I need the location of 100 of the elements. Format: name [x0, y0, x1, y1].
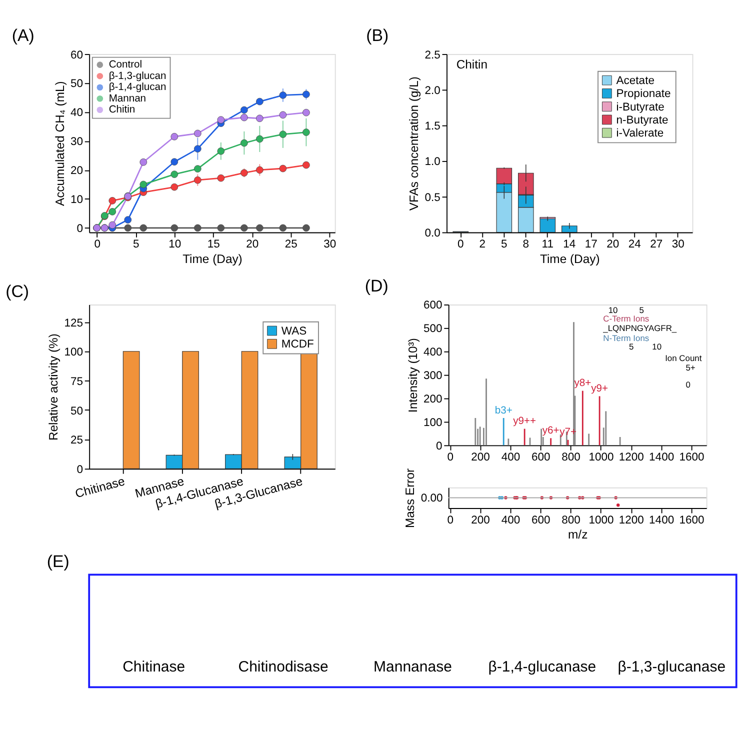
y-tick-label: 0 [436, 440, 442, 452]
chart-title: (D) [364, 276, 388, 296]
x-tick-label: 14 [563, 238, 576, 251]
text: (E) [46, 552, 70, 572]
chart-title: (A) [12, 26, 34, 45]
legend-label: β-1,4-glucan [108, 82, 167, 94]
annotation: y6+ [542, 425, 560, 436]
x-tick-label: 15 [207, 238, 220, 251]
annotation: N-Term Ions [603, 333, 650, 344]
text: Chitinase [122, 658, 186, 676]
y-tick-label: 50 [70, 78, 84, 90]
x-tick-label: 25 [284, 238, 298, 251]
legend-label: i-Butyrate [616, 101, 664, 114]
x-tick-label: 1600 [679, 452, 704, 464]
x-tick-label: 1600 [679, 514, 704, 527]
y-tick-label: 25 [70, 434, 84, 447]
legend-label: Control [108, 60, 142, 71]
legend-label: MCDF [281, 338, 314, 351]
x-tick-label: 30 [672, 238, 684, 251]
text: β-1,3-glucanase [618, 658, 726, 676]
y-tick-label: 0.0 [424, 227, 440, 240]
y-tick-label: 40 [70, 107, 84, 120]
x-tick-label: 17 [584, 238, 598, 251]
x-tick-label: 30 [324, 238, 336, 251]
x-tick-label: 200 [471, 452, 490, 464]
annotation: 10 [652, 342, 662, 352]
x-tick-label: 10 [168, 238, 182, 251]
y-tick-label: 200 [424, 394, 442, 406]
y-tick-label: 0 [76, 223, 84, 236]
x-tick-label: 5 [501, 238, 508, 251]
y-tick-label: 600 [424, 300, 442, 312]
chart-title: (C) [6, 282, 30, 301]
y-tick-label: 100 [424, 416, 442, 429]
legend-label: β-1,3-glucan [108, 70, 167, 82]
annotation: 5+ [686, 362, 696, 373]
x-axis-title: Time (Day) [540, 252, 600, 266]
y-tick-label: 2.0 [424, 84, 440, 97]
y-tick-label: 100 [64, 346, 84, 359]
x-tick-label: 1000 [588, 514, 614, 527]
annotation: y7+ [560, 427, 576, 438]
x-tick-label: 20 [246, 238, 259, 251]
y-tick-label: 500 [424, 323, 442, 336]
x-tick-label: 1200 [618, 514, 644, 527]
y-tick-label: 0.5 [424, 192, 440, 204]
y-tick-label: 1.0 [424, 156, 440, 168]
legend-label: Propionate [616, 88, 671, 100]
legend-label: n-Butyrate [616, 114, 668, 126]
y-axis-title: Mass Error [403, 468, 418, 528]
y-axis-title: VFAs concentration (g/L) [407, 76, 422, 211]
chart-title: (B) [366, 26, 389, 45]
y-tick-label: 30 [70, 136, 84, 148]
legend-label: Mannan [108, 93, 146, 104]
text: Chitinodisase [238, 658, 328, 676]
x-tick-label: 11 [542, 238, 554, 251]
x-tick-label: 600 [531, 452, 550, 464]
text: 0.00 [420, 492, 443, 504]
x-tick-label: 1400 [649, 452, 674, 464]
y-tick-label: 1.5 [424, 120, 440, 133]
y-tick-label: 50 [70, 405, 84, 418]
x-axis-title: m/z [568, 528, 588, 542]
legend-label: Acetate [616, 75, 654, 88]
legend-label: i-Valerate [616, 128, 664, 140]
x-tick-label: 1200 [618, 452, 644, 464]
y-tick-label: 0 [76, 464, 84, 476]
x-tick-label: 400 [501, 514, 520, 527]
x-tick-label: 0 [447, 514, 454, 527]
x-tick-label: 1000 [588, 452, 614, 464]
x-tick-label: 800 [562, 514, 580, 527]
annotation: y8+ [574, 378, 592, 390]
y-axis-title: Accumulated CH₄ (mL) [52, 81, 67, 206]
x-tick-label: 0 [447, 452, 454, 464]
x-tick-label: Chitinase [74, 474, 127, 501]
x-tick-label: 800 [562, 452, 580, 464]
y-tick-label: 75 [70, 376, 84, 388]
annotation: 0 [686, 380, 691, 390]
x-tick-label: 24 [628, 238, 641, 251]
annotation: Ion Count [665, 352, 702, 363]
y-tick-label: 60 [70, 49, 84, 62]
y-tick-label: 10 [70, 194, 84, 206]
annotation: 5 [628, 342, 634, 352]
x-tick-label: 0 [458, 238, 464, 251]
annotation: y9+ [591, 384, 608, 395]
x-tick-label: 600 [531, 514, 550, 527]
x-tick-label: 200 [471, 514, 490, 527]
text: β-1,4-glucanase [488, 658, 596, 676]
annotation: y9++ [513, 416, 536, 428]
legend-label: WAS [281, 326, 307, 338]
x-axis-title: Time (Day) [182, 252, 242, 266]
y-axis-title: Relative activity (%) [46, 334, 61, 441]
y-tick-label: 400 [424, 346, 442, 359]
annotation: 10 [608, 304, 618, 315]
x-tick-label: 27 [650, 238, 663, 251]
y-axis-title: Intensity (10³) [406, 338, 420, 413]
text: Mannanase [374, 658, 452, 676]
x-tick-label: 2 [479, 238, 486, 251]
x-tick-label: 0 [94, 238, 100, 251]
y-tick-label: 300 [424, 370, 442, 382]
annotation: Chitin [456, 57, 488, 72]
annotation: b3+ [494, 405, 512, 416]
x-tick-label: 5 [132, 238, 140, 251]
